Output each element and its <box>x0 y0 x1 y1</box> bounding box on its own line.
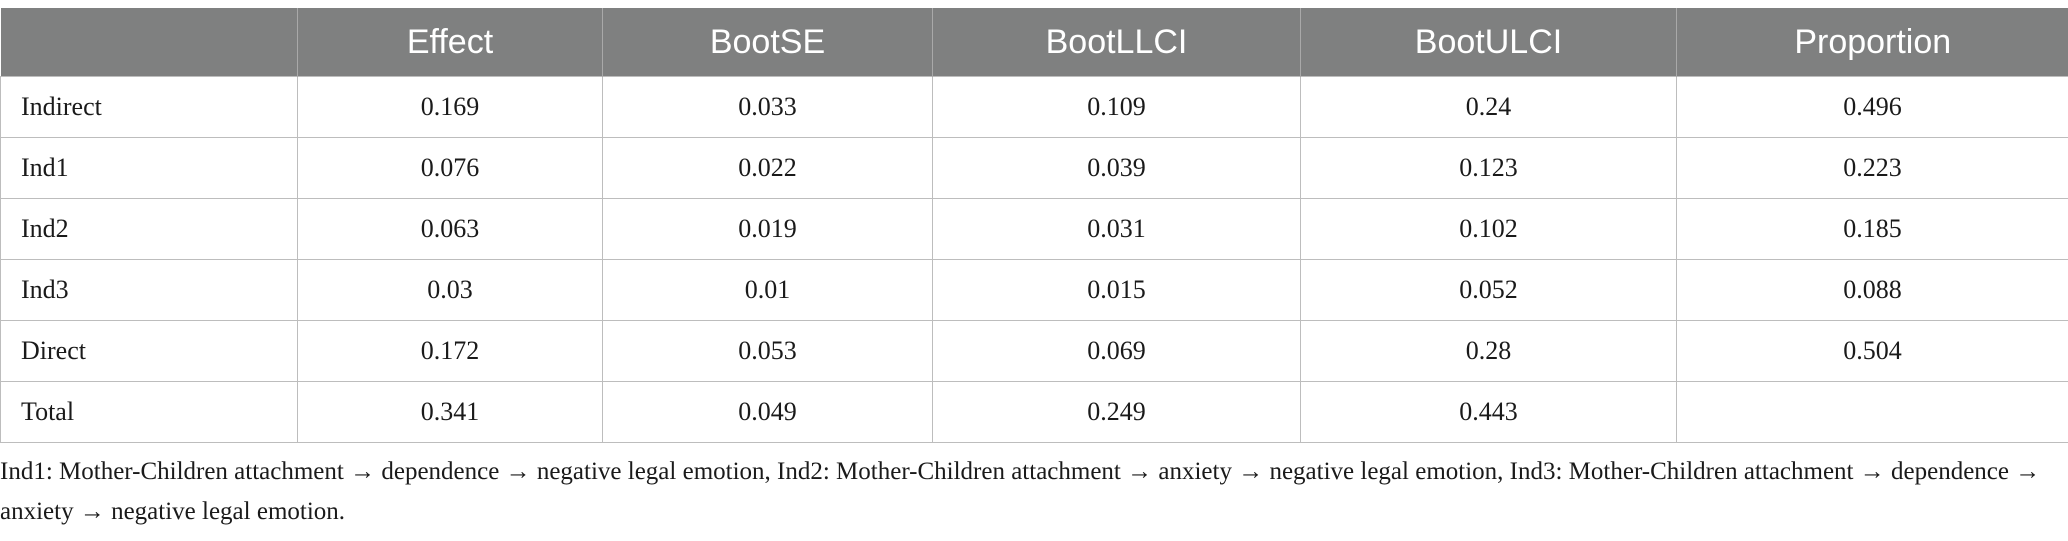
row-label: Direct <box>0 320 298 382</box>
table-cell: 0.088 <box>1676 259 2068 321</box>
table-row: Indirect 0.169 0.033 0.109 0.24 0.496 <box>0 76 2068 138</box>
table-cell: 0.24 <box>1300 76 1677 138</box>
results-table: Effect BootSE BootLLCI BootULCI Proporti… <box>0 8 2068 443</box>
header-cell-bootulci: BootULCI <box>1300 8 1677 77</box>
table-cell: 0.496 <box>1676 76 2068 138</box>
table-cell: 0.031 <box>932 198 1301 260</box>
table-cell: 0.015 <box>932 259 1301 321</box>
table-row: Ind3 0.03 0.01 0.015 0.052 0.088 <box>0 259 2068 321</box>
row-label: Ind1 <box>0 137 298 199</box>
table-cell: 0.169 <box>297 76 603 138</box>
table-cell <box>1676 381 2068 443</box>
table-cell: 0.069 <box>932 320 1301 382</box>
table-cell: 0.063 <box>297 198 603 260</box>
table-cell: 0.022 <box>602 137 933 199</box>
header-cell-bootse: BootSE <box>602 8 933 77</box>
table-cell: 0.185 <box>1676 198 2068 260</box>
table-cell: 0.076 <box>297 137 603 199</box>
table-row: Ind2 0.063 0.019 0.031 0.102 0.185 <box>0 198 2068 260</box>
table-cell: 0.443 <box>1300 381 1677 443</box>
table-cell: 0.049 <box>602 381 933 443</box>
table-cell: 0.102 <box>1300 198 1677 260</box>
table-footnote: Ind1: Mother-Children attachment → depen… <box>0 458 2041 525</box>
header-row: Effect BootSE BootLLCI BootULCI Proporti… <box>0 8 2068 77</box>
table-cell: 0.172 <box>297 320 603 382</box>
row-label: Total <box>0 381 298 443</box>
table-cell: 0.019 <box>602 198 933 260</box>
results-table-container: Effect BootSE BootLLCI BootULCI Proporti… <box>0 8 2068 443</box>
table-cell: 0.504 <box>1676 320 2068 382</box>
table-cell: 0.052 <box>1300 259 1677 321</box>
table-cell: 0.01 <box>602 259 933 321</box>
table-cell: 0.123 <box>1300 137 1677 199</box>
row-label: Indirect <box>0 76 298 138</box>
table-cell: 0.341 <box>297 381 603 443</box>
header-cell-effect: Effect <box>297 8 603 77</box>
table-cell: 0.28 <box>1300 320 1677 382</box>
table-cell: 0.033 <box>602 76 933 138</box>
table-cell: 0.039 <box>932 137 1301 199</box>
table-cell: 0.109 <box>932 76 1301 138</box>
table-cell: 0.053 <box>602 320 933 382</box>
table-cell: 0.249 <box>932 381 1301 443</box>
table-row: Ind1 0.076 0.022 0.039 0.123 0.223 <box>0 137 2068 199</box>
table-row: Total 0.341 0.049 0.249 0.443 <box>0 381 2068 443</box>
row-label: Ind3 <box>0 259 298 321</box>
header-cell-blank <box>0 8 298 77</box>
table-row: Direct 0.172 0.053 0.069 0.28 0.504 <box>0 320 2068 382</box>
header-cell-proportion: Proportion <box>1676 8 2068 77</box>
table-cell: 0.03 <box>297 259 603 321</box>
table-cell: 0.223 <box>1676 137 2068 199</box>
row-label: Ind2 <box>0 198 298 260</box>
header-cell-bootllci: BootLLCI <box>932 8 1301 77</box>
